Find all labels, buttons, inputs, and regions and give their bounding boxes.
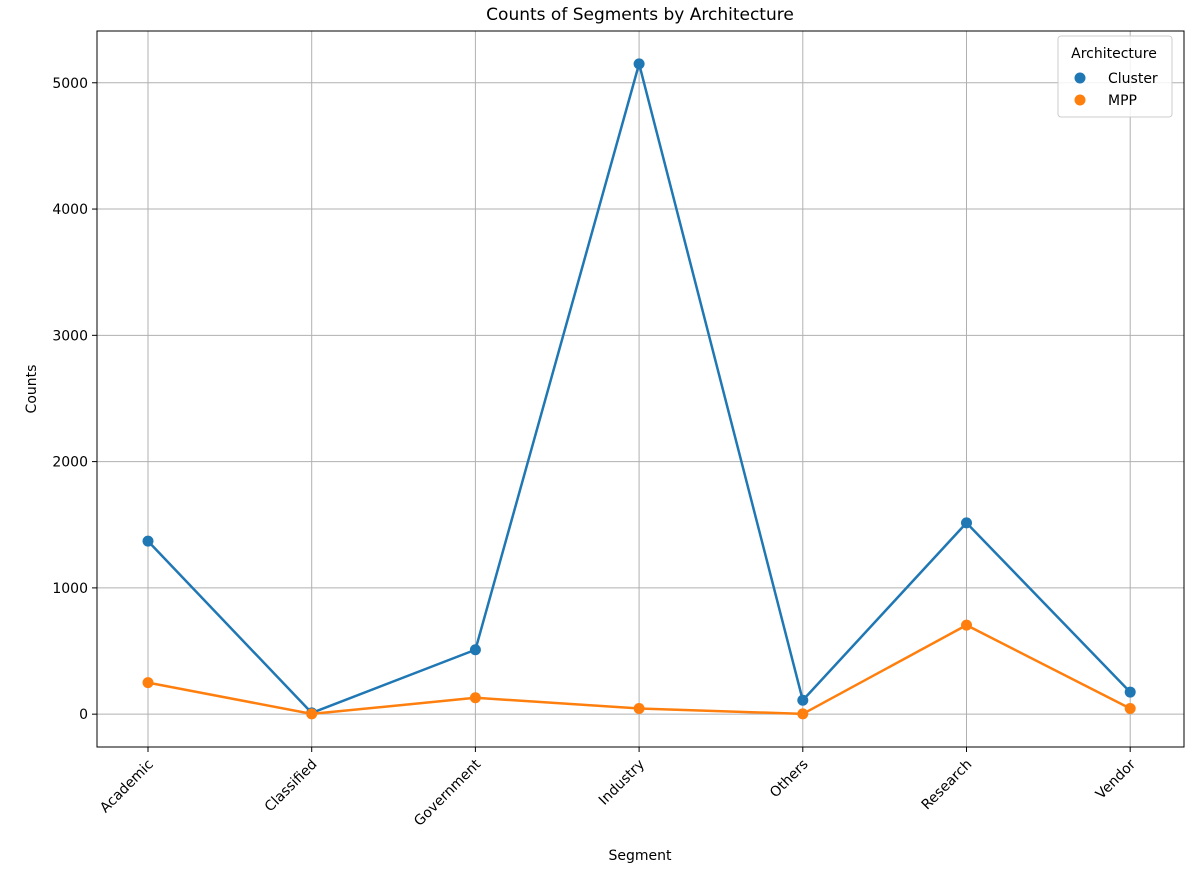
- x-tick-label: Industry: [596, 757, 648, 809]
- legend: Architecture Cluster MPP: [1057, 35, 1173, 118]
- legend-title: Architecture: [1071, 46, 1157, 62]
- legend-label: MPP: [1108, 93, 1137, 109]
- y-tick-label: 0: [79, 707, 88, 723]
- grid-lines: [97, 31, 1184, 747]
- x-axis-label: Segment: [609, 848, 673, 864]
- x-axis: Academic Classified Government Industry Othe…: [97, 747, 1139, 830]
- x-tick-label: Government: [411, 756, 484, 829]
- series-layer: [142, 58, 1136, 720]
- x-tick-label: Classified: [262, 757, 321, 816]
- x-tick-label: Others: [767, 757, 812, 802]
- y-tick-label: 5000: [52, 76, 88, 92]
- data-point: [633, 702, 645, 714]
- data-point: [1124, 702, 1136, 714]
- legend-label: Cluster: [1108, 71, 1158, 87]
- x-tick-label: Vendor: [1093, 756, 1139, 802]
- data-point: [1124, 686, 1136, 698]
- data-point: [633, 58, 645, 70]
- legend-marker: [1074, 72, 1086, 84]
- x-tick-label: Academic: [97, 757, 157, 817]
- data-point: [142, 535, 154, 547]
- y-axis-label: Counts: [24, 365, 40, 414]
- legend-marker: [1074, 94, 1086, 106]
- y-tick-label: 2000: [52, 455, 88, 471]
- legend-box: [1057, 35, 1173, 118]
- y-tick-label: 1000: [52, 581, 88, 597]
- series-mpp: [142, 619, 1136, 720]
- y-tick-label: 3000: [52, 328, 88, 344]
- data-point: [797, 694, 809, 706]
- data-point: [142, 677, 154, 689]
- data-point: [797, 708, 809, 720]
- y-axis: 0 1000 2000 3000 4000 5000: [52, 76, 97, 723]
- y-tick-label: 4000: [52, 202, 88, 218]
- data-point: [961, 619, 972, 631]
- x-tick-label: Research: [919, 757, 976, 814]
- data-point: [469, 692, 481, 704]
- chart-title: Counts of Segments by Architecture: [486, 5, 794, 25]
- plot-frame: [96, 30, 1185, 748]
- data-point: [961, 517, 972, 529]
- data-point: [469, 644, 481, 656]
- data-point: [306, 708, 318, 720]
